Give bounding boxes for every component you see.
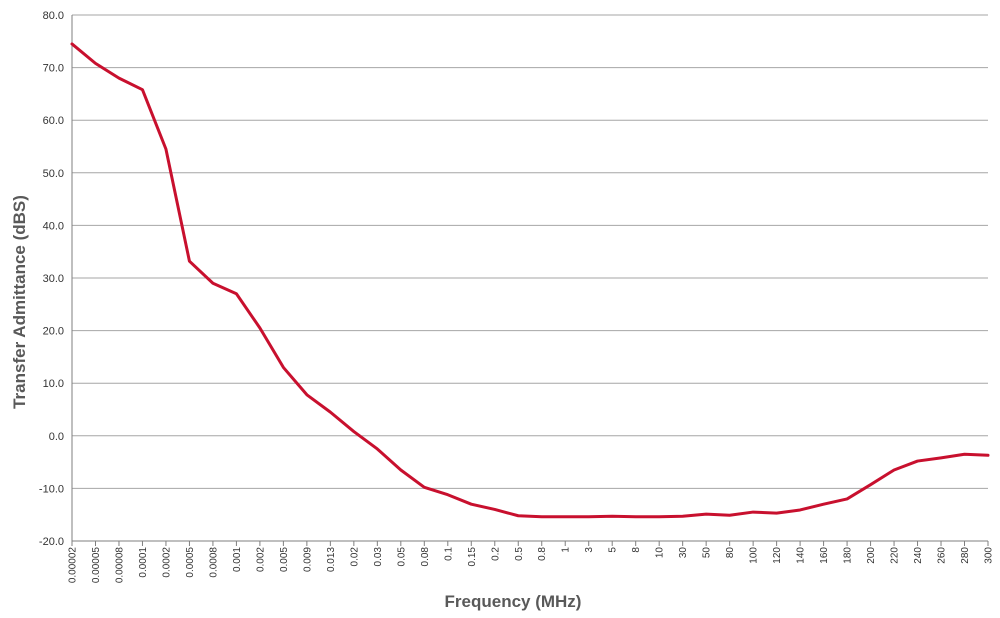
x-tick-label: 140 [796, 547, 807, 564]
x-tick-label: 0.05 [396, 547, 407, 567]
y-tick-label: 60.0 [43, 115, 64, 127]
y-tick-label: 0.0 [49, 431, 64, 443]
x-tick-label: 0.15 [467, 547, 478, 567]
y-tick-label: 40.0 [43, 220, 64, 232]
x-tick-label: 3 [584, 547, 595, 553]
x-tick-label: 260 [937, 547, 948, 564]
x-tick-label: 30 [678, 547, 689, 559]
y-tick-label: -20.0 [39, 536, 64, 548]
y-tick-label: 10.0 [43, 378, 64, 390]
series-layer [70, 42, 990, 519]
x-tick-label: 100 [749, 547, 760, 564]
y-tick-label: 50.0 [43, 168, 64, 180]
x-tick-label: 0.005 [279, 547, 290, 572]
x-tick-label: 0.8 [537, 547, 548, 561]
x-tick-label: 1 [561, 547, 572, 553]
x-tick-label: 0.2 [490, 547, 501, 561]
x-axis-ticks: 0.00002 0.00005 0.00008 0.0001 0.0002 0.0005 0… [68, 541, 995, 583]
x-tick-label: 0.00002 [68, 547, 79, 584]
x-tick-label: 8 [631, 547, 642, 553]
x-tick-label: 120 [772, 547, 783, 564]
x-tick-label: 240 [913, 547, 924, 564]
x-tick-label: 200 [866, 547, 877, 564]
x-tick-label: 300 [984, 547, 995, 564]
x-tick-label: 0.02 [349, 547, 360, 567]
x-axis-title: Frequency (MHz) [445, 592, 582, 611]
x-tick-label: 0.5 [514, 547, 525, 561]
y-axis-ticks: -20.0 -10.0 0.0 10.0 20.0 30.0 40.0 50.0 60.0 70.… [39, 10, 64, 548]
x-tick-label: 5 [608, 547, 619, 553]
x-tick-label: 0.00005 [91, 547, 102, 584]
x-tick-label: 0.1 [443, 547, 454, 561]
x-tick-label: 0.001 [232, 547, 243, 572]
y-axis-title: Transfer Admittance (dBS) [10, 195, 29, 409]
x-tick-label: 10 [655, 547, 666, 559]
x-tick-label: 180 [843, 547, 854, 564]
y-tick-label: 20.0 [43, 326, 64, 338]
y-tick-label: 70.0 [43, 63, 64, 75]
x-tick-label: 280 [960, 547, 971, 564]
x-tick-label: 0.0002 [161, 547, 172, 578]
series-line [70, 42, 990, 519]
x-tick-label: 0.009 [302, 547, 313, 572]
x-tick-label: 160 [819, 547, 830, 564]
gridlines [71, 14, 988, 542]
x-tick-label: 0.013 [326, 547, 337, 572]
x-tick-label: 0.0001 [138, 547, 149, 578]
x-tick-label: 0.08 [420, 547, 431, 567]
x-tick-label: 50 [702, 547, 713, 559]
x-tick-label: 80 [725, 547, 736, 559]
x-tick-label: 0.03 [373, 547, 384, 567]
x-tick-label: 0.002 [255, 547, 266, 572]
y-tick-label: 80.0 [43, 10, 64, 22]
x-tick-label: 0.0008 [208, 547, 219, 578]
x-tick-label: 220 [890, 547, 901, 564]
y-tick-label: -10.0 [39, 483, 64, 495]
x-tick-label: 0.0005 [185, 547, 196, 578]
y-tick-label: 30.0 [43, 273, 64, 285]
x-tick-label: 0.00008 [114, 547, 125, 584]
